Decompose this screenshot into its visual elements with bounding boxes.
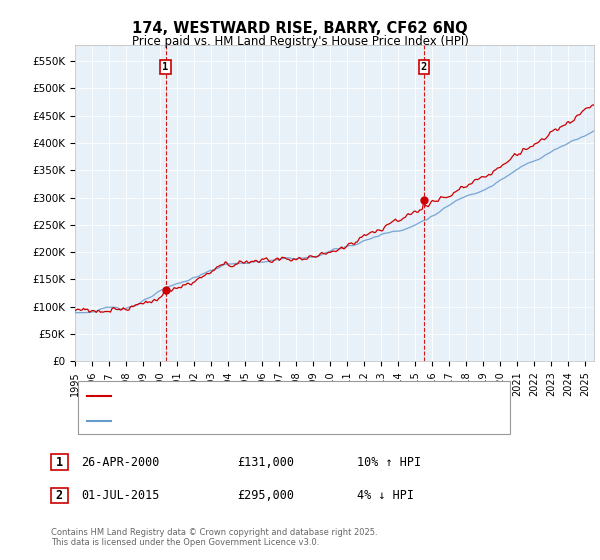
- Text: HPI: Average price, detached house, Vale of Glamorgan: HPI: Average price, detached house, Vale…: [115, 416, 404, 426]
- Text: 174, WESTWARD RISE, BARRY, CF62 6NQ (detached house): 174, WESTWARD RISE, BARRY, CF62 6NQ (det…: [115, 391, 424, 401]
- Text: 174, WESTWARD RISE, BARRY, CF62 6NQ: 174, WESTWARD RISE, BARRY, CF62 6NQ: [132, 21, 468, 36]
- Text: Price paid vs. HM Land Registry's House Price Index (HPI): Price paid vs. HM Land Registry's House …: [131, 35, 469, 48]
- Text: 01-JUL-2015: 01-JUL-2015: [81, 489, 160, 502]
- Text: £131,000: £131,000: [237, 455, 294, 469]
- Text: 1: 1: [56, 455, 63, 469]
- Text: £295,000: £295,000: [237, 489, 294, 502]
- Text: 4% ↓ HPI: 4% ↓ HPI: [357, 489, 414, 502]
- Text: 1: 1: [163, 62, 169, 72]
- Text: Contains HM Land Registry data © Crown copyright and database right 2025.
This d: Contains HM Land Registry data © Crown c…: [51, 528, 377, 547]
- Text: 2: 2: [56, 489, 63, 502]
- Text: 10% ↑ HPI: 10% ↑ HPI: [357, 455, 421, 469]
- Text: 26-APR-2000: 26-APR-2000: [81, 455, 160, 469]
- Text: 2: 2: [421, 62, 427, 72]
